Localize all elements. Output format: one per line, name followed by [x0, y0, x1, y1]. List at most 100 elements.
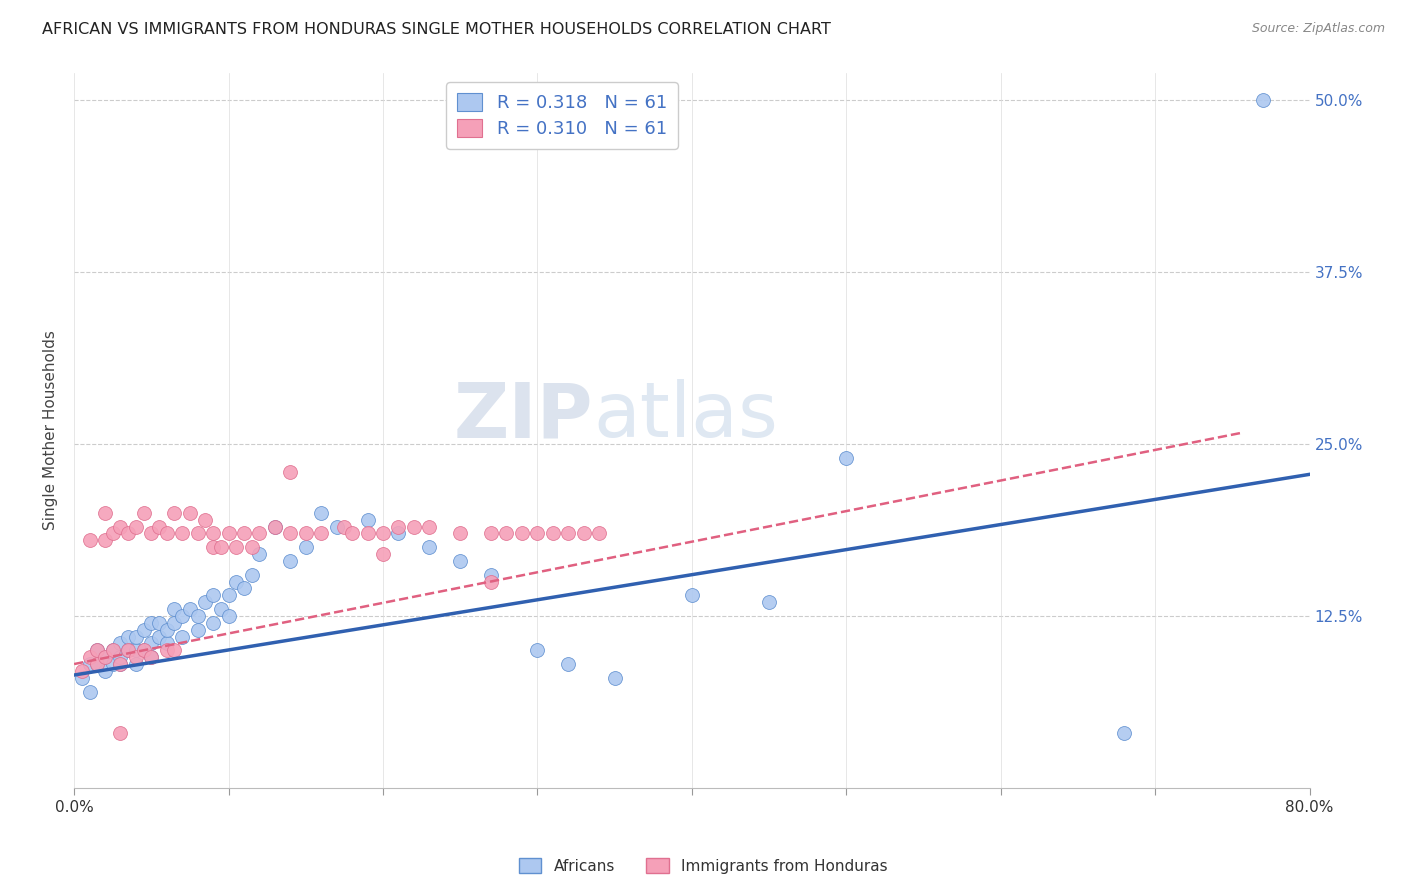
Point	[179, 602, 201, 616]
Point	[278, 554, 301, 568]
Point	[125, 650, 148, 665]
Point	[110, 650, 132, 665]
Point	[132, 643, 155, 657]
Point	[371, 526, 394, 541]
Text: ZIP: ZIP	[454, 379, 593, 453]
Point	[125, 657, 148, 671]
Point	[156, 623, 179, 637]
Point	[79, 533, 101, 548]
Point	[148, 519, 170, 533]
Point	[163, 506, 186, 520]
Point	[202, 540, 225, 554]
Point	[94, 533, 117, 548]
Point	[132, 623, 155, 637]
Point	[588, 526, 610, 541]
Point	[758, 595, 780, 609]
Point	[117, 643, 139, 657]
Point	[263, 519, 285, 533]
Point	[156, 526, 179, 541]
Point	[557, 526, 579, 541]
Point	[187, 526, 209, 541]
Point	[402, 519, 425, 533]
Point	[325, 519, 347, 533]
Point	[110, 725, 132, 739]
Point	[110, 657, 132, 671]
Point	[132, 643, 155, 657]
Point	[79, 650, 101, 665]
Point	[387, 519, 409, 533]
Point	[418, 519, 440, 533]
Point	[309, 506, 332, 520]
Text: Source: ZipAtlas.com: Source: ZipAtlas.com	[1251, 22, 1385, 36]
Point	[202, 615, 225, 630]
Point	[125, 643, 148, 657]
Y-axis label: Single Mother Households: Single Mother Households	[44, 330, 58, 531]
Point	[340, 526, 363, 541]
Point	[495, 526, 517, 541]
Point	[86, 657, 108, 671]
Point	[479, 526, 502, 541]
Point	[294, 526, 316, 541]
Point	[86, 643, 108, 657]
Point	[148, 615, 170, 630]
Point	[333, 519, 356, 533]
Point	[1114, 725, 1136, 739]
Point	[117, 643, 139, 657]
Point	[163, 602, 186, 616]
Point	[247, 526, 270, 541]
Point	[125, 630, 148, 644]
Point	[526, 526, 548, 541]
Point	[110, 519, 132, 533]
Point	[94, 664, 117, 678]
Point	[240, 567, 263, 582]
Point	[194, 513, 217, 527]
Point	[70, 664, 93, 678]
Point	[110, 636, 132, 650]
Text: AFRICAN VS IMMIGRANTS FROM HONDURAS SINGLE MOTHER HOUSEHOLDS CORRELATION CHART: AFRICAN VS IMMIGRANTS FROM HONDURAS SING…	[42, 22, 831, 37]
Point	[70, 671, 93, 685]
Point	[218, 609, 240, 624]
Point	[233, 582, 256, 596]
Point	[141, 636, 163, 650]
Point	[187, 623, 209, 637]
Point	[1251, 94, 1274, 108]
Point	[141, 615, 163, 630]
Point	[172, 609, 194, 624]
Point	[141, 650, 163, 665]
Point	[163, 643, 186, 657]
Point	[225, 540, 247, 554]
Point	[148, 630, 170, 644]
Legend: R = 0.318   N = 61, R = 0.310   N = 61: R = 0.318 N = 61, R = 0.310 N = 61	[446, 82, 678, 149]
Point	[94, 650, 117, 665]
Point	[117, 630, 139, 644]
Point	[163, 615, 186, 630]
Point	[172, 630, 194, 644]
Point	[172, 526, 194, 541]
Point	[141, 650, 163, 665]
Point	[187, 609, 209, 624]
Point	[209, 602, 232, 616]
Point	[117, 526, 139, 541]
Point	[225, 574, 247, 589]
Point	[141, 526, 163, 541]
Point	[418, 540, 440, 554]
Point	[835, 450, 858, 465]
Point	[247, 547, 270, 561]
Point	[101, 643, 124, 657]
Legend: Africans, Immigrants from Honduras: Africans, Immigrants from Honduras	[512, 852, 894, 880]
Text: atlas: atlas	[593, 379, 778, 453]
Point	[179, 506, 201, 520]
Point	[371, 547, 394, 561]
Point	[449, 554, 471, 568]
Point	[86, 657, 108, 671]
Point	[202, 526, 225, 541]
Point	[79, 657, 101, 671]
Point	[101, 657, 124, 671]
Point	[156, 643, 179, 657]
Point	[218, 526, 240, 541]
Point	[572, 526, 595, 541]
Point	[240, 540, 263, 554]
Point	[294, 540, 316, 554]
Point	[194, 595, 217, 609]
Point	[209, 540, 232, 554]
